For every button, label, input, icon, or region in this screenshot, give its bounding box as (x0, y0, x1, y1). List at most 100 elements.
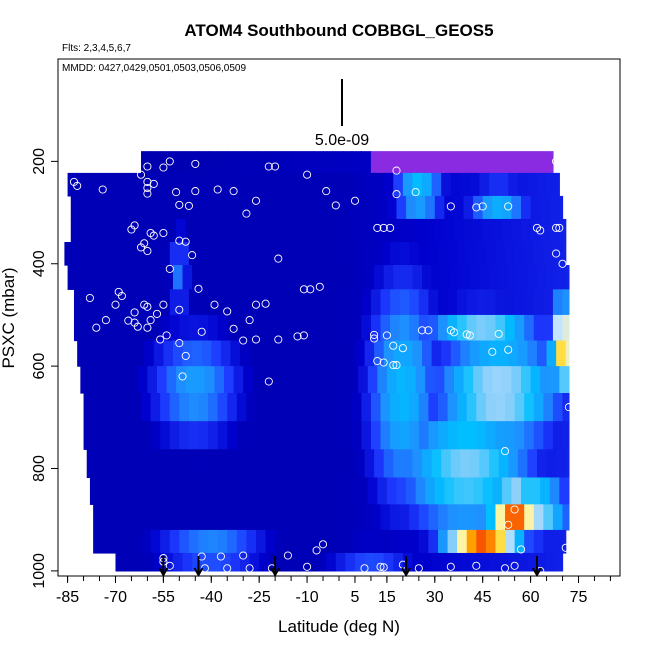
data-point (251, 300, 261, 309)
heat-cell (482, 218, 493, 243)
heat-cell (402, 265, 414, 290)
heat-cell (476, 529, 487, 554)
heat-cell (348, 218, 359, 243)
heat-cell (374, 172, 385, 197)
heat-cell (192, 172, 203, 197)
heat-cell (227, 393, 238, 422)
y-tick-label: 800 (31, 455, 48, 482)
heat-cell (150, 529, 161, 554)
heat-cell (316, 340, 327, 367)
x-tick-label: -10 (296, 589, 319, 606)
heat-cell (489, 552, 500, 572)
heat-cell (262, 366, 273, 394)
heat-cell (463, 366, 474, 394)
heat-cell (121, 529, 133, 554)
data-point (274, 254, 283, 263)
heat-cell (536, 552, 548, 572)
heat-cell (358, 477, 369, 505)
heat-cell (198, 529, 209, 554)
heat-cell (345, 552, 356, 572)
heat-cell (99, 195, 110, 220)
heat-cell (188, 504, 200, 531)
scale-indicator: 5.0e-09 (315, 79, 369, 149)
heat-cell (390, 151, 401, 174)
heat-cell (332, 314, 343, 342)
heat-cell (252, 218, 263, 243)
heat-cell (121, 504, 133, 531)
heat-cell (565, 449, 570, 479)
heat-cell (447, 529, 458, 554)
heat-cell (323, 151, 334, 174)
heat-cell (533, 529, 544, 554)
heat-cell (390, 504, 401, 531)
data-point (165, 264, 174, 273)
heat-cell (380, 421, 391, 450)
heat-cell (393, 340, 404, 367)
heat-cell (425, 218, 436, 243)
heat-cell (284, 151, 295, 174)
heat-cell (294, 529, 305, 554)
heat-cell (543, 289, 554, 316)
heat-cell (409, 393, 420, 422)
heat-cell (380, 151, 391, 174)
heat-cell (466, 289, 477, 316)
heat-cell (73, 289, 85, 316)
heat-cell (220, 449, 232, 479)
heat-cell (249, 265, 260, 290)
heat-cell (220, 265, 232, 290)
y-axis: 200 400 600 800 1000 (31, 148, 58, 589)
heat-cell (262, 195, 273, 220)
heat-cell (204, 218, 216, 243)
heat-cell (399, 242, 410, 266)
heat-cell (278, 340, 289, 367)
heat-cell (217, 314, 228, 342)
heat-cell (137, 477, 149, 505)
data-point (264, 377, 273, 386)
heat-cell (399, 504, 410, 531)
heat-cell (134, 265, 145, 290)
data-point (98, 185, 107, 194)
heat-cell (227, 242, 238, 266)
heat-cell (517, 172, 528, 197)
heat-cell (93, 421, 104, 450)
heat-cell (105, 265, 117, 290)
heat-cell (179, 151, 190, 174)
heat-cell (444, 366, 455, 394)
heat-cell (562, 421, 570, 450)
heat-cell (367, 477, 378, 505)
data-point (446, 562, 455, 571)
heat-cell (169, 393, 180, 422)
heat-cell (176, 477, 187, 505)
heat-cell (466, 504, 477, 531)
heat-cell (498, 265, 509, 290)
heat-cell (131, 529, 142, 554)
heat-cell (409, 151, 420, 174)
heat-cell (275, 421, 286, 450)
heat-cell (514, 421, 525, 450)
heat-cell (460, 265, 471, 290)
heat-cell (377, 195, 388, 220)
heat-cell (131, 314, 142, 342)
data-point (510, 561, 519, 570)
heat-cell (463, 477, 474, 505)
heat-cell (271, 477, 283, 505)
heat-cell (332, 504, 343, 531)
heat-cell (460, 552, 471, 572)
heat-cell (271, 195, 283, 220)
heat-cell (383, 552, 394, 572)
heat-cell (230, 340, 241, 367)
heat-cell (370, 504, 382, 531)
heat-cell (485, 529, 497, 554)
heat-cell (192, 552, 203, 572)
heat-cell (335, 265, 346, 290)
heat-cell (208, 421, 219, 450)
data-point (101, 316, 110, 325)
heat-cell (329, 477, 340, 505)
heat-cell (198, 242, 209, 266)
data-point (245, 564, 254, 573)
heat-cell (153, 340, 164, 367)
heat-cell (473, 477, 484, 505)
heat-cell (345, 172, 356, 197)
data-point (303, 562, 312, 571)
heat-cell (342, 151, 353, 174)
